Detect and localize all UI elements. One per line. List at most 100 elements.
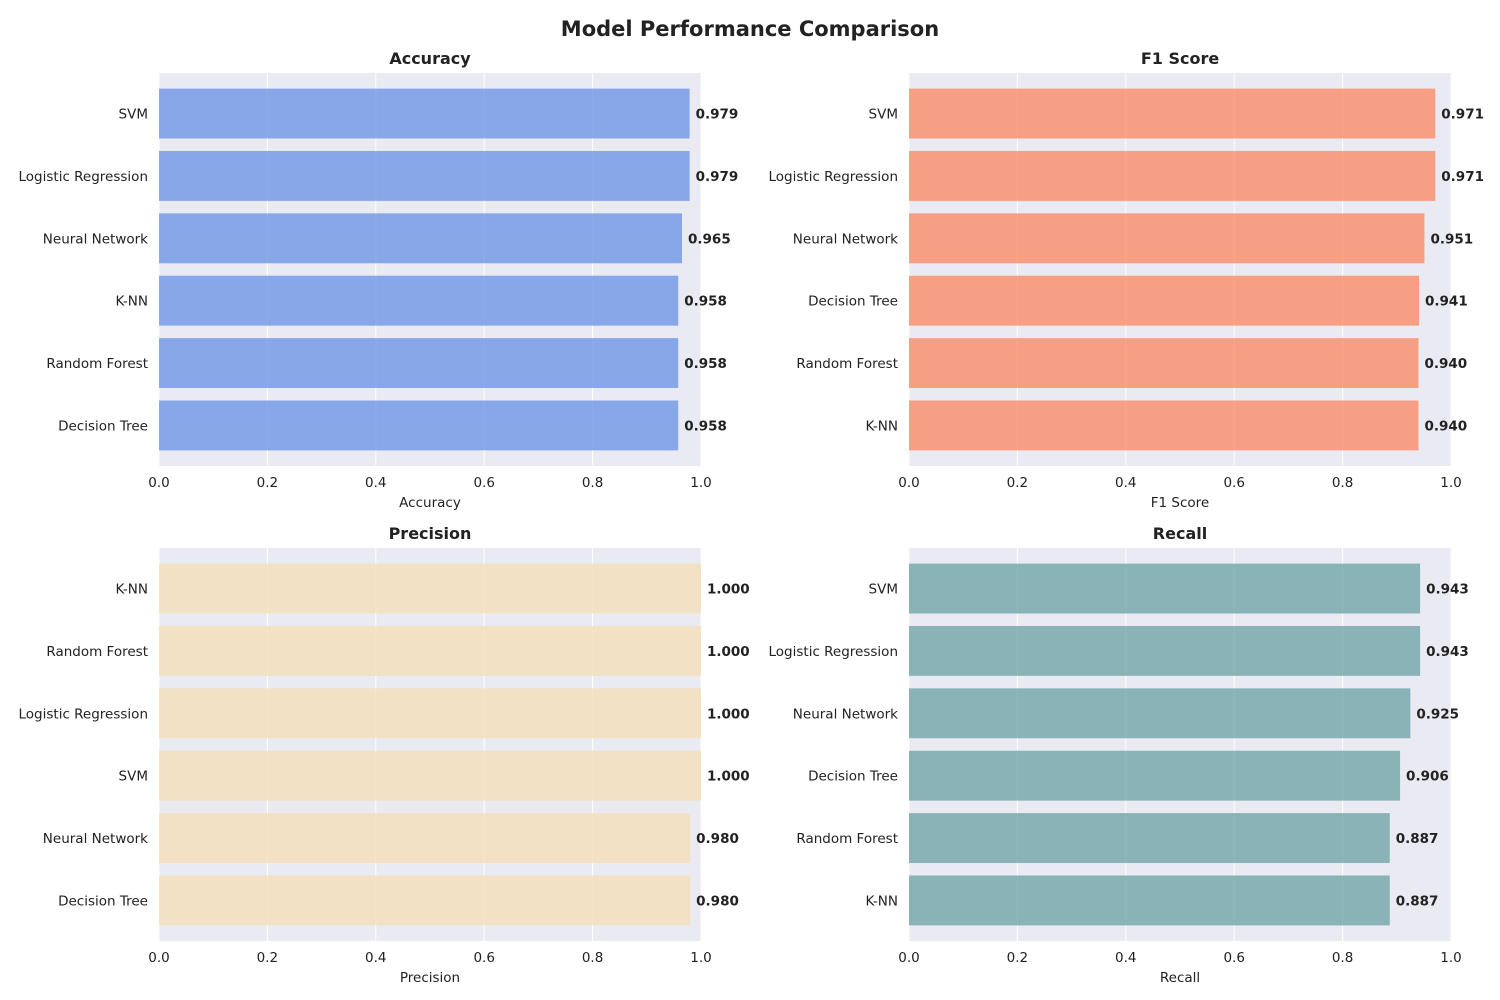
panel-f1-score: 0.0 0.2 0.4 0.6 0.8 1.0 SVM 0.971 Logistic Regre… (769, 49, 1484, 511)
x-tick-label: 0.0 (898, 950, 919, 966)
panel-title: F1 Score (1141, 49, 1220, 68)
x-axis-label: Recall (1160, 970, 1200, 986)
value-label: 0.943 (1426, 644, 1469, 660)
bar (909, 688, 1411, 739)
bar (909, 88, 1436, 139)
value-label: 1.000 (707, 644, 750, 660)
bar (909, 625, 1421, 676)
value-label: 0.971 (1441, 169, 1484, 185)
y-tick-label: Logistic Regression (19, 169, 149, 185)
y-tick-label: Decision Tree (58, 893, 148, 909)
bar (159, 88, 690, 139)
value-label: 0.980 (696, 893, 739, 909)
x-tick-label: 0.6 (473, 950, 494, 966)
bar (909, 213, 1425, 264)
bar (909, 813, 1390, 864)
y-tick-label: K-NN (865, 893, 898, 909)
x-axis-label: Precision (400, 970, 460, 986)
value-label: 0.887 (1396, 831, 1439, 847)
y-tick-label: SVM (869, 107, 898, 123)
bar (159, 750, 701, 801)
x-tick-label: 1.0 (690, 950, 711, 966)
plot-area: 0.0 0.2 0.4 0.6 0.8 1.0 SVM 0.979 Logistic Regre… (19, 73, 739, 491)
value-label: 0.951 (1430, 231, 1473, 247)
y-tick-label: Neural Network (793, 231, 898, 247)
panel-precision: 0.0 0.2 0.4 0.6 0.8 1.0 K-NN 1.000 Random Forest… (19, 524, 750, 986)
x-tick-label: 0.0 (898, 475, 919, 491)
x-tick-label: 0.8 (1332, 950, 1353, 966)
y-tick-label: Neural Network (43, 831, 148, 847)
x-tick-label: 0.0 (148, 475, 169, 491)
value-label: 0.958 (684, 356, 727, 372)
value-label: 0.940 (1424, 418, 1467, 434)
panel-accuracy: 0.0 0.2 0.4 0.6 0.8 1.0 SVM 0.979 Logistic Regre… (19, 49, 739, 511)
bar (909, 563, 1421, 614)
panel-recall: 0.0 0.2 0.4 0.6 0.8 1.0 SVM 0.943 Logistic Regre… (769, 524, 1469, 986)
value-label: 0.906 (1406, 769, 1449, 785)
x-tick-label: 0.6 (1223, 475, 1244, 491)
bar (159, 213, 683, 264)
value-label: 1.000 (707, 706, 750, 722)
x-tick-label: 1.0 (1440, 950, 1461, 966)
value-label: 0.965 (688, 231, 731, 247)
value-label: 0.980 (696, 831, 739, 847)
y-tick-label: K-NN (115, 582, 148, 598)
bar (909, 275, 1420, 326)
plot-area: 0.0 0.2 0.4 0.6 0.8 1.0 SVM 0.943 Logistic Regre… (769, 548, 1469, 966)
x-tick-label: 0.2 (257, 475, 278, 491)
y-tick-label: SVM (119, 107, 148, 123)
y-tick-label: Random Forest (796, 831, 898, 847)
bar (159, 625, 701, 676)
value-label: 0.887 (1396, 893, 1439, 909)
x-tick-label: 0.2 (257, 950, 278, 966)
bar (159, 338, 679, 389)
x-tick-label: 0.8 (1332, 475, 1353, 491)
value-label: 0.958 (684, 418, 727, 434)
y-tick-label: SVM (119, 769, 148, 785)
value-label: 0.979 (696, 107, 739, 123)
y-tick-label: Neural Network (43, 231, 148, 247)
x-tick-label: 0.4 (365, 950, 386, 966)
bar (159, 275, 679, 326)
panel-title: Accuracy (389, 49, 471, 68)
y-tick-label: Logistic Regression (19, 706, 149, 722)
x-tick-label: 0.0 (148, 950, 169, 966)
value-label: 0.958 (684, 294, 727, 310)
panel-title: Precision (389, 524, 472, 543)
x-tick-label: 0.8 (582, 950, 603, 966)
x-tick-label: 1.0 (690, 475, 711, 491)
y-tick-label: K-NN (865, 418, 898, 434)
bar (159, 875, 691, 926)
x-tick-label: 0.2 (1007, 475, 1028, 491)
bar (909, 875, 1390, 926)
value-label: 1.000 (707, 582, 750, 598)
y-tick-label: Decision Tree (808, 769, 898, 785)
x-tick-label: 0.4 (1115, 475, 1136, 491)
bar (159, 150, 690, 201)
plot-area: 0.0 0.2 0.4 0.6 0.8 1.0 SVM 0.971 Logistic Regre… (769, 73, 1484, 491)
value-label: 1.000 (707, 769, 750, 785)
plot-area: 0.0 0.2 0.4 0.6 0.8 1.0 K-NN 1.000 Random Forest… (19, 548, 750, 966)
bar (909, 400, 1419, 451)
x-tick-label: 1.0 (1440, 475, 1461, 491)
panel-title: Recall (1153, 524, 1207, 543)
value-label: 0.971 (1441, 107, 1484, 123)
figure-title: Model Performance Comparison (561, 17, 939, 41)
bar (909, 150, 1436, 201)
value-label: 0.943 (1426, 582, 1469, 598)
bar (159, 688, 701, 739)
bar (159, 813, 691, 864)
value-label: 0.979 (696, 169, 739, 185)
x-tick-label: 0.6 (1223, 950, 1244, 966)
y-tick-label: Random Forest (46, 644, 148, 660)
x-tick-label: 0.4 (1115, 950, 1136, 966)
x-axis-label: F1 Score (1151, 495, 1209, 511)
x-tick-label: 0.6 (473, 475, 494, 491)
bar (909, 338, 1419, 389)
bar (909, 750, 1401, 801)
y-tick-label: Decision Tree (808, 294, 898, 310)
x-axis-label: Accuracy (399, 495, 461, 511)
x-tick-label: 0.4 (365, 475, 386, 491)
y-tick-label: K-NN (115, 294, 148, 310)
